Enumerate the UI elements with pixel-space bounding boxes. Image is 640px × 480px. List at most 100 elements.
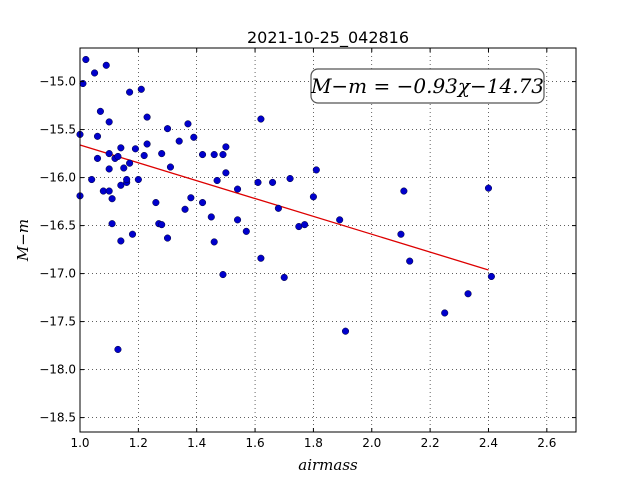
data-point [219, 151, 227, 159]
data-point [309, 193, 317, 201]
x-tick-label: 1.4 [187, 436, 206, 450]
data-point [105, 150, 113, 158]
data-points [76, 55, 495, 353]
data-point [108, 220, 116, 228]
data-point [184, 120, 192, 128]
data-point [126, 88, 134, 96]
x-tick-label: 2.0 [362, 436, 381, 450]
data-point [234, 216, 242, 224]
y-tick-label: −16.0 [39, 171, 76, 185]
x-tick-label: 2.4 [479, 436, 498, 450]
y-axis-label: M−m [14, 219, 32, 262]
data-point [88, 175, 96, 184]
data-point [222, 169, 230, 177]
data-point [93, 154, 102, 162]
data-point [128, 230, 137, 238]
x-tick-label: 2.2 [421, 436, 440, 450]
data-point [91, 69, 99, 77]
y-tick-label: −15.5 [39, 123, 76, 137]
data-point [102, 61, 110, 69]
data-point [222, 143, 230, 151]
data-point [117, 237, 125, 245]
data-point [117, 144, 125, 152]
data-point [137, 85, 145, 93]
y-tick-label: −17.5 [39, 315, 76, 329]
data-point [175, 137, 183, 145]
data-point [274, 204, 282, 212]
data-point [117, 181, 125, 189]
x-tick-label: 1.0 [70, 436, 89, 450]
data-point [181, 205, 189, 213]
data-point [210, 151, 218, 159]
data-point [105, 187, 113, 195]
data-point [126, 159, 134, 167]
data-point [487, 272, 495, 281]
data-point [301, 221, 309, 229]
data-point [280, 273, 288, 281]
data-point [105, 165, 113, 173]
data-point [131, 145, 139, 153]
data-point [257, 254, 265, 262]
axis-ticks [79, 48, 576, 432]
data-point [406, 257, 414, 265]
data-point [143, 113, 151, 121]
fit-annotation: M−m = −0.93χ−14.73 [310, 68, 545, 104]
data-point [120, 164, 128, 172]
data-point [219, 271, 227, 279]
data-point [286, 175, 294, 183]
data-point [312, 166, 320, 174]
data-point [152, 199, 160, 207]
data-point [254, 178, 262, 186]
fit-line [79, 144, 489, 271]
data-point [166, 163, 174, 171]
data-point [341, 327, 350, 335]
y-tick-label: −18.0 [39, 363, 76, 377]
plot-area [80, 48, 576, 432]
data-point [123, 175, 131, 184]
x-tick-label: 1.6 [246, 436, 265, 450]
y-tick-label: −16.5 [39, 219, 76, 233]
data-point [158, 221, 166, 229]
data-point [207, 213, 215, 221]
x-tick-label: 2.6 [537, 436, 556, 450]
data-point [105, 118, 113, 126]
data-point [484, 184, 493, 192]
data-point [234, 185, 242, 193]
grid [79, 48, 576, 432]
data-point [441, 309, 449, 317]
data-point [140, 151, 148, 160]
x-tick-label: 1.2 [129, 436, 148, 450]
data-point [210, 238, 218, 246]
data-point [397, 230, 405, 238]
tick-labels: 1.0 1.2 1.4 1.6 1.8 2.0 2.2 2.4 2.6 −15.0 −15.5 −16… [39, 75, 556, 450]
data-point [400, 187, 408, 195]
data-point [82, 55, 90, 64]
data-point [93, 132, 102, 140]
annotation-text: M−m = −0.93χ−14.73 [310, 74, 544, 98]
chart-title: 2021-10-25_042816 [247, 28, 409, 48]
plot-frame [79, 47, 577, 433]
x-tick-label: 1.8 [304, 436, 323, 450]
data-point [114, 152, 122, 161]
data-point [269, 178, 277, 186]
data-point [134, 175, 142, 184]
y-tick-label: −17.0 [39, 267, 76, 281]
data-point [242, 227, 250, 235]
data-point [163, 234, 172, 242]
data-point [336, 216, 344, 224]
y-tick-label: −15.0 [39, 75, 76, 89]
data-point [257, 115, 265, 123]
data-point [158, 150, 166, 158]
data-point [198, 151, 207, 159]
x-axis-label: airmass [298, 456, 358, 474]
y-tick-label: −18.5 [39, 411, 76, 425]
data-point [114, 345, 122, 353]
data-point [96, 107, 104, 115]
data-point [163, 125, 172, 133]
data-point [464, 290, 472, 298]
data-point [198, 199, 207, 207]
data-point [108, 195, 116, 203]
fit-line-group [79, 144, 489, 271]
annotation-box [310, 68, 545, 104]
